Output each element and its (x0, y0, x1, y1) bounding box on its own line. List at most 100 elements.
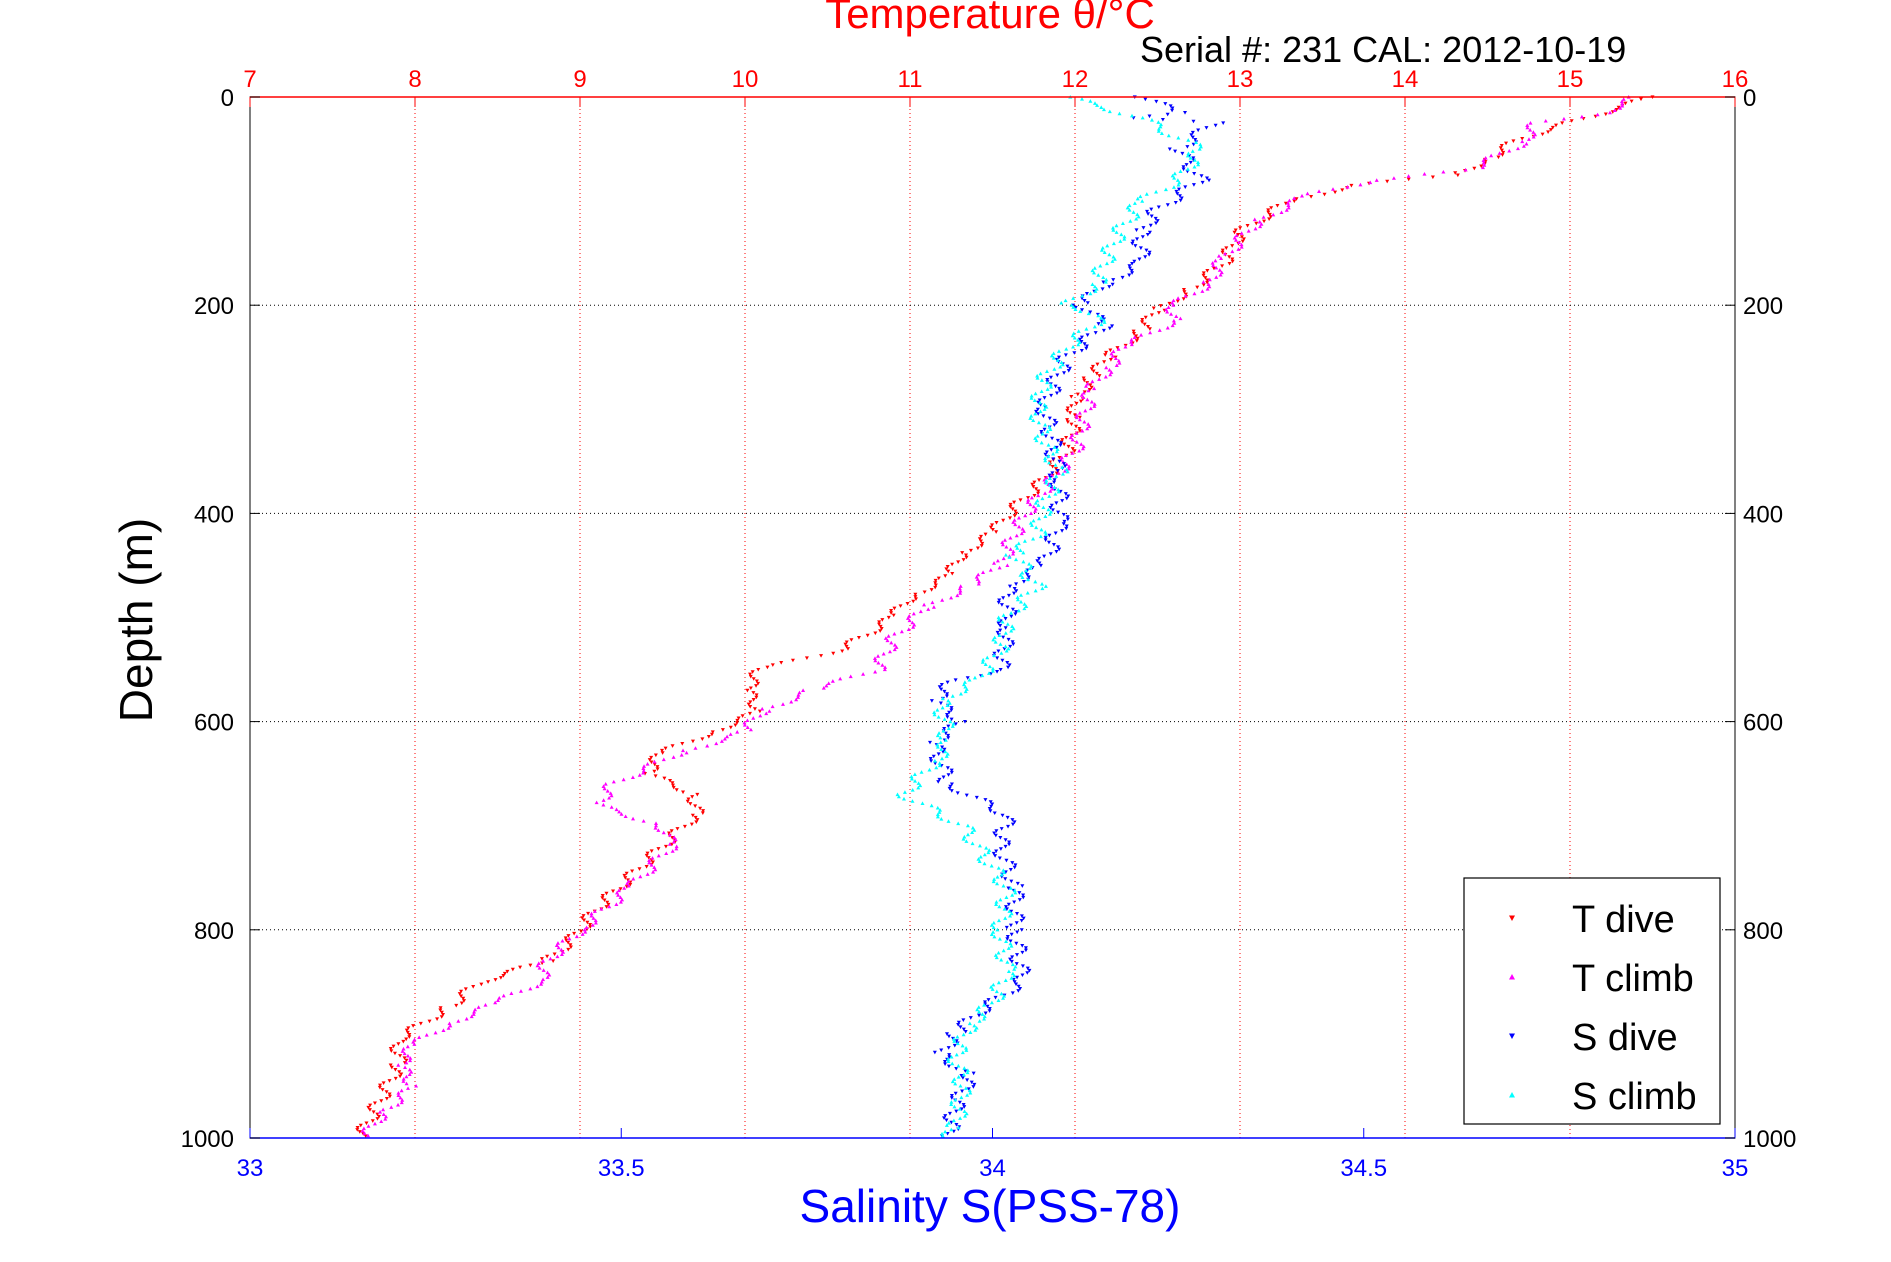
data-point (961, 558, 966, 562)
data-point (403, 1065, 408, 1070)
legend-label: S climb (1572, 1076, 1697, 1118)
data-point (1048, 375, 1053, 380)
data-point (1025, 573, 1030, 577)
data-point (756, 667, 761, 672)
data-point (945, 766, 950, 770)
data-point (742, 720, 747, 725)
data-point (567, 936, 572, 941)
data-point (1088, 99, 1093, 103)
data-point (1113, 356, 1118, 361)
data-point (1066, 494, 1071, 499)
data-point (953, 1091, 958, 1096)
data-point (937, 685, 942, 689)
data-point (1157, 328, 1162, 332)
data-point (952, 1039, 957, 1043)
data-point (1103, 374, 1108, 379)
data-point (1080, 296, 1085, 301)
data-point (456, 1019, 461, 1023)
data-point (668, 778, 673, 783)
data-point (1205, 287, 1210, 291)
data-point (1072, 335, 1077, 340)
data-point (987, 806, 992, 811)
data-point (1008, 913, 1013, 918)
data-point (949, 1094, 954, 1098)
data-point (1015, 953, 1020, 957)
data-point (1081, 444, 1086, 449)
data-point (1238, 226, 1243, 230)
data-point (1022, 539, 1027, 543)
data-point (1497, 151, 1502, 155)
data-point (1020, 570, 1025, 575)
data-point (559, 947, 564, 952)
data-point (1082, 298, 1087, 303)
data-point (965, 1068, 970, 1072)
data-point (1046, 442, 1051, 447)
data-point (641, 819, 646, 823)
data-point (695, 792, 700, 797)
legend-label: S dive (1572, 1017, 1678, 1059)
data-point (1145, 209, 1150, 214)
data-point (396, 1063, 401, 1067)
data-point (710, 730, 715, 735)
data-point (1528, 127, 1533, 132)
data-point (362, 1131, 367, 1135)
data-point (856, 635, 861, 640)
data-point (1129, 268, 1134, 273)
data-point (614, 902, 619, 906)
data-point (1116, 347, 1121, 351)
data-point (1033, 391, 1038, 396)
data-point (1005, 960, 1010, 964)
data-point (1057, 547, 1062, 552)
data-point (751, 677, 756, 681)
data-point (1080, 97, 1085, 101)
data-point (977, 1019, 982, 1023)
data-point (441, 1012, 446, 1017)
data-point (1069, 394, 1074, 399)
data-point (1047, 494, 1052, 498)
data-point (1374, 178, 1379, 182)
data-point (654, 823, 659, 828)
data-point (1035, 407, 1040, 412)
data-point (1060, 499, 1065, 503)
data-point (1001, 948, 1006, 953)
data-point (953, 678, 958, 682)
data-point (1267, 217, 1272, 221)
data-point (1063, 464, 1068, 468)
data-point (682, 824, 687, 829)
data-point (974, 1025, 979, 1030)
data-point (949, 789, 954, 793)
data-point (1009, 614, 1014, 619)
data-point (1015, 975, 1020, 980)
data-point (944, 1123, 949, 1127)
data-point (1063, 453, 1068, 458)
data-point (705, 743, 710, 748)
data-point (1085, 333, 1090, 337)
data-point (1168, 104, 1173, 108)
data-point (1032, 493, 1037, 498)
data-point (1049, 503, 1054, 508)
data-point (1003, 978, 1008, 982)
data-point (1038, 563, 1043, 568)
data-point (1101, 318, 1106, 322)
data-point (953, 722, 958, 726)
data-point (960, 1050, 965, 1055)
series-t-dive (355, 95, 1655, 1138)
data-point (1520, 137, 1525, 141)
data-point (1089, 367, 1094, 371)
data-point (381, 1112, 386, 1116)
data-point (1135, 212, 1140, 217)
data-point (1101, 280, 1106, 285)
data-point (1481, 160, 1486, 165)
data-point (751, 716, 756, 720)
data-point (404, 1081, 409, 1086)
data-point (641, 766, 646, 771)
data-point (379, 1099, 384, 1103)
data-point (672, 835, 677, 839)
data-point (1232, 230, 1237, 235)
data-point (1349, 183, 1354, 188)
data-point (1054, 421, 1059, 425)
data-point (417, 1035, 422, 1039)
data-point (1020, 527, 1025, 531)
data-point (663, 746, 668, 751)
data-point (1077, 429, 1082, 433)
